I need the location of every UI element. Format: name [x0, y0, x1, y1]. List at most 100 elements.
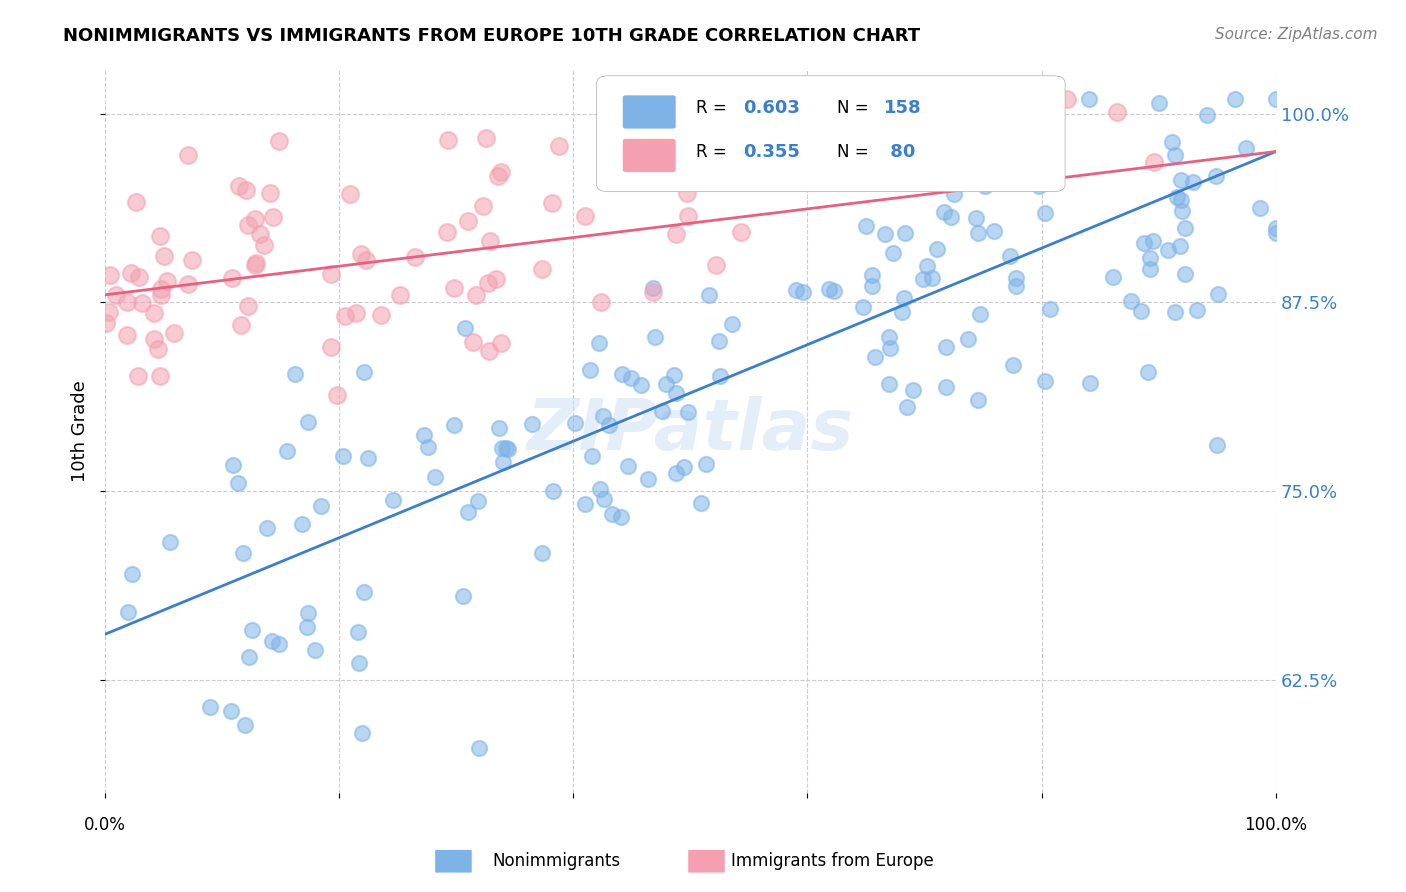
Point	[1147, 96, 1170, 111]
Point	[578, 362, 600, 376]
Point	[1077, 92, 1099, 106]
Point	[276, 443, 298, 458]
Point	[382, 493, 405, 508]
Point	[893, 291, 915, 305]
Text: 100.0%: 100.0%	[1244, 815, 1308, 834]
Point	[235, 183, 257, 197]
Point	[388, 288, 411, 302]
Point	[1168, 239, 1191, 253]
Point	[492, 455, 515, 469]
Point	[236, 299, 259, 313]
Point	[709, 368, 731, 383]
Point	[125, 194, 148, 209]
Point	[956, 332, 979, 346]
Text: N =: N =	[837, 143, 873, 161]
Point	[543, 484, 565, 499]
Point	[267, 134, 290, 148]
Point	[344, 306, 367, 320]
Point	[879, 377, 901, 392]
Point	[267, 636, 290, 650]
Point	[117, 605, 139, 619]
Point	[121, 567, 143, 582]
Point	[297, 606, 319, 620]
Point	[721, 317, 744, 331]
Point	[1181, 175, 1204, 189]
Text: Nonimmigrants: Nonimmigrants	[492, 852, 620, 870]
Text: N =: N =	[837, 99, 873, 118]
Point	[1035, 206, 1057, 220]
Point	[673, 459, 696, 474]
Point	[233, 718, 256, 732]
Point	[709, 334, 731, 348]
Point	[353, 585, 375, 599]
Point	[468, 740, 491, 755]
Point	[866, 117, 889, 131]
Point	[541, 195, 564, 210]
Point	[581, 449, 603, 463]
Point	[489, 164, 512, 178]
Point	[1028, 179, 1050, 194]
Point	[1139, 251, 1161, 265]
Point	[245, 256, 267, 270]
Point	[335, 309, 357, 323]
Point	[253, 238, 276, 252]
FancyBboxPatch shape	[623, 96, 675, 128]
Point	[965, 211, 987, 225]
Point	[1206, 438, 1229, 452]
Point	[326, 387, 349, 401]
Point	[1107, 105, 1129, 120]
Point	[479, 234, 502, 248]
Point	[998, 249, 1021, 263]
Point	[785, 283, 807, 297]
Point	[488, 421, 510, 435]
Point	[245, 259, 267, 273]
Point	[1265, 226, 1288, 240]
Point	[155, 274, 177, 288]
Point	[817, 282, 839, 296]
Point	[1102, 270, 1125, 285]
Point	[637, 472, 659, 486]
Point	[893, 226, 915, 240]
Point	[222, 458, 245, 472]
Point	[321, 340, 343, 354]
Point	[1206, 287, 1229, 301]
Text: Immigrants from Europe: Immigrants from Europe	[731, 852, 934, 870]
Point	[451, 590, 474, 604]
Point	[531, 546, 554, 560]
Point	[142, 332, 165, 346]
Point	[1171, 204, 1194, 219]
Point	[321, 267, 343, 281]
Point	[249, 227, 271, 242]
Text: 0.603: 0.603	[742, 99, 800, 118]
Point	[357, 450, 380, 465]
Point	[1033, 374, 1056, 388]
Point	[935, 340, 957, 354]
FancyBboxPatch shape	[596, 76, 1066, 192]
Point	[697, 288, 720, 302]
Point	[873, 227, 896, 241]
Point	[1039, 301, 1062, 316]
Point	[606, 148, 628, 162]
Point	[290, 517, 312, 532]
Text: 158: 158	[883, 99, 921, 118]
Point	[104, 287, 127, 301]
Point	[436, 225, 458, 239]
Point	[127, 368, 149, 383]
Point	[689, 496, 711, 510]
Point	[1005, 271, 1028, 285]
Point	[1161, 135, 1184, 149]
Point	[297, 415, 319, 429]
Point	[443, 281, 465, 295]
Point	[939, 210, 962, 224]
Point	[610, 367, 633, 381]
Point	[120, 266, 142, 280]
Point	[644, 329, 666, 343]
Point	[932, 205, 955, 219]
Point	[520, 417, 543, 431]
Point	[243, 211, 266, 226]
Point	[1005, 279, 1028, 293]
Point	[1121, 293, 1143, 308]
Point	[413, 428, 436, 442]
Point	[695, 457, 717, 471]
Point	[598, 418, 620, 433]
